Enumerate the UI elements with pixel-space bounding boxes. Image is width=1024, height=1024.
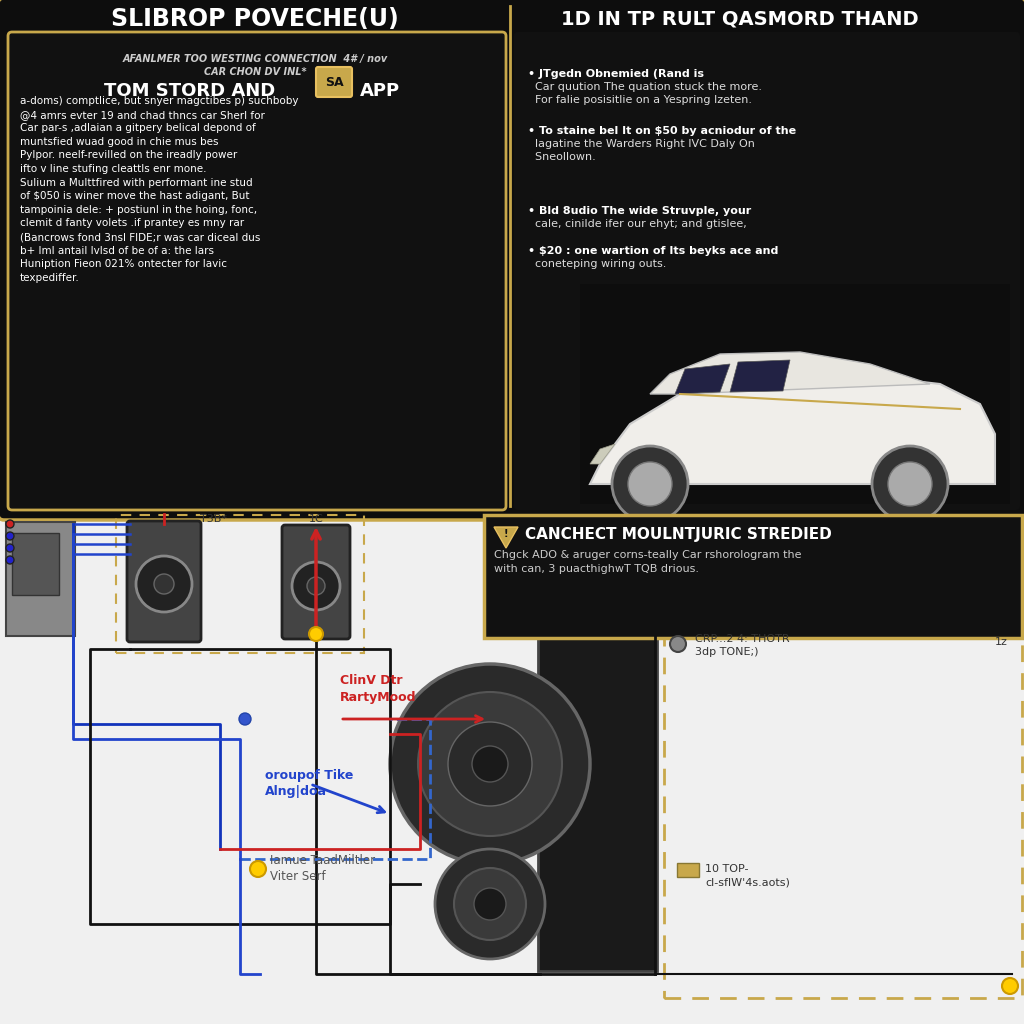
Circle shape [454, 868, 526, 940]
Text: SA: SA [325, 76, 343, 88]
Text: ClinV Dtr
RartyMood: ClinV Dtr RartyMood [340, 675, 417, 703]
FancyBboxPatch shape [0, 0, 1024, 520]
Text: • $20 : one wartion of Its beyks ace and: • $20 : one wartion of Its beyks ace and [528, 246, 778, 256]
Text: coneteping wiring outs.: coneteping wiring outs. [528, 259, 667, 269]
Polygon shape [590, 444, 615, 464]
Circle shape [239, 713, 251, 725]
Text: Iamue TaadMiltler
Viter Serf: Iamue TaadMiltler Viter Serf [270, 854, 375, 884]
FancyBboxPatch shape [514, 32, 1020, 510]
FancyBboxPatch shape [6, 522, 75, 636]
Circle shape [6, 556, 14, 564]
Polygon shape [675, 364, 730, 394]
Circle shape [418, 692, 562, 836]
Circle shape [6, 532, 14, 540]
Text: !: ! [504, 529, 508, 539]
Text: SLIBROP POVECHE(U): SLIBROP POVECHE(U) [112, 7, 399, 31]
Circle shape [1002, 978, 1018, 994]
Polygon shape [494, 527, 518, 548]
Circle shape [390, 664, 590, 864]
FancyBboxPatch shape [677, 863, 699, 877]
Text: • To staine bel It on $50 by acniodur of the: • To staine bel It on $50 by acniodur of… [528, 126, 796, 136]
Text: T3B*: T3B* [200, 514, 227, 524]
FancyBboxPatch shape [0, 512, 1024, 1024]
FancyBboxPatch shape [538, 632, 657, 971]
Circle shape [154, 574, 174, 594]
Circle shape [307, 577, 325, 595]
Text: a-doms) comptlice, but snyer magctibes p) suchboby
@4 amrs evter 19 and chad thn: a-doms) comptlice, but snyer magctibes p… [20, 96, 299, 283]
FancyBboxPatch shape [127, 521, 201, 642]
Circle shape [474, 888, 506, 920]
Text: • Bld 8udio The wide Struvple, your: • Bld 8udio The wide Struvple, your [528, 206, 752, 216]
Circle shape [472, 746, 508, 782]
Text: oroupof Tike
Alng|doa: oroupof Tike Alng|doa [265, 769, 353, 799]
Circle shape [292, 562, 340, 610]
Circle shape [6, 544, 14, 552]
Text: 1C: 1C [308, 514, 324, 524]
Text: Sneollown.: Sneollown. [528, 152, 596, 162]
Text: CRP...2 4: THOTR
3dp TONE;): CRP...2 4: THOTR 3dp TONE;) [695, 634, 790, 657]
Circle shape [435, 849, 545, 959]
Text: cale, cinilde ifer our ehyt; and gtislee,: cale, cinilde ifer our ehyt; and gtislee… [528, 219, 746, 229]
Polygon shape [590, 376, 995, 484]
FancyBboxPatch shape [316, 67, 352, 97]
Text: Car quution The quation stuck the more.: Car quution The quation stuck the more. [528, 82, 762, 92]
Circle shape [309, 627, 323, 641]
FancyBboxPatch shape [282, 525, 350, 639]
Text: 1D IN TP RULT QASMORD THAND: 1D IN TP RULT QASMORD THAND [561, 9, 919, 29]
Text: For falie posisitlie on a Yespring Izeten.: For falie posisitlie on a Yespring Izete… [528, 95, 752, 105]
Circle shape [6, 520, 14, 528]
Circle shape [628, 462, 672, 506]
Polygon shape [650, 352, 930, 394]
Text: 10 TOP-
cl-sflW'4s.aots): 10 TOP- cl-sflW'4s.aots) [705, 864, 790, 887]
Text: • JTgedn Obnemied (Rand is: • JTgedn Obnemied (Rand is [528, 69, 705, 79]
Text: APP: APP [360, 82, 400, 100]
Text: lagatine the Warders Right IVC Daly On: lagatine the Warders Right IVC Daly On [528, 139, 755, 150]
Polygon shape [730, 360, 790, 392]
FancyBboxPatch shape [12, 534, 59, 595]
Circle shape [136, 556, 193, 612]
Circle shape [612, 446, 688, 522]
Circle shape [250, 861, 266, 877]
Text: Chgck ADO & aruger corns-teally Car rshorologram the
with can, 3 puacthighwT TQB: Chgck ADO & aruger corns-teally Car rsho… [494, 550, 802, 574]
FancyBboxPatch shape [484, 515, 1022, 638]
Text: CANCHECT MOULNTJURIC STREDIED: CANCHECT MOULNTJURIC STREDIED [525, 527, 831, 542]
Circle shape [872, 446, 948, 522]
FancyBboxPatch shape [8, 32, 506, 510]
Text: CAR CHON DV INL*: CAR CHON DV INL* [204, 67, 306, 77]
Circle shape [888, 462, 932, 506]
FancyBboxPatch shape [580, 284, 1010, 504]
Text: 1z: 1z [995, 637, 1008, 647]
Text: TOM STORD AND: TOM STORD AND [104, 82, 275, 100]
Circle shape [449, 722, 532, 806]
Text: AFANLMER TOO WESTING CONNECTION  4# / nov: AFANLMER TOO WESTING CONNECTION 4# / nov [123, 54, 388, 63]
Circle shape [670, 636, 686, 652]
